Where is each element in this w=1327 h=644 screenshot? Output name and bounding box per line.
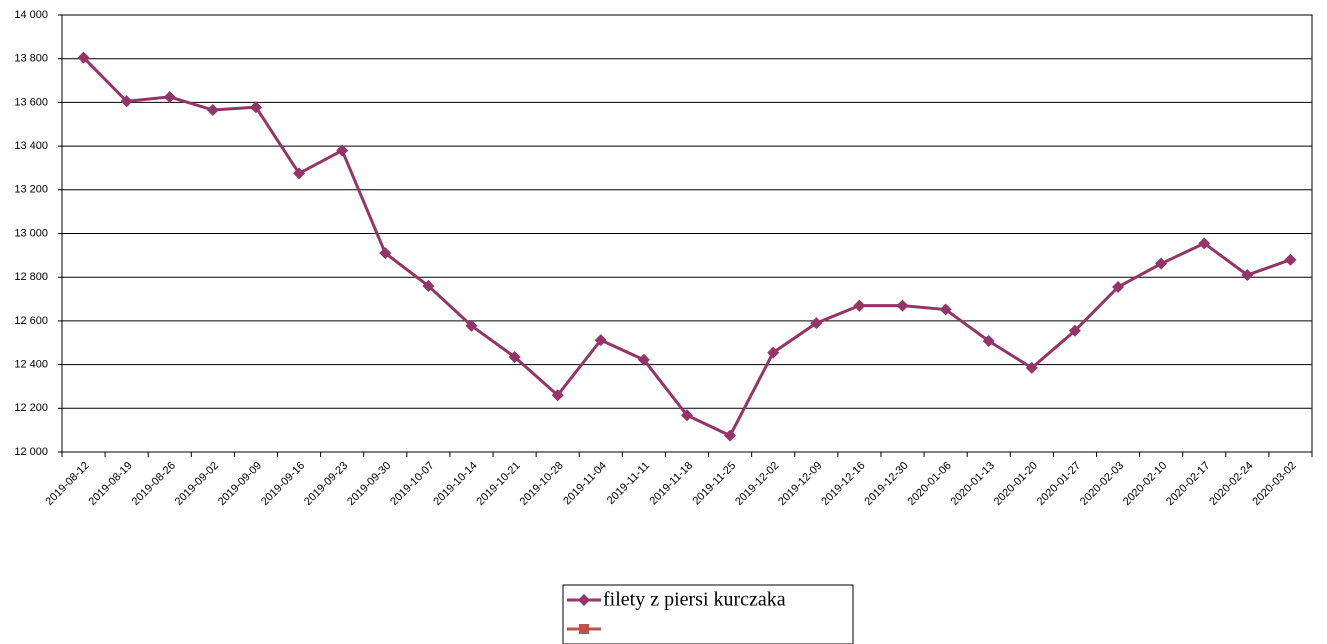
data-point: [1284, 253, 1297, 266]
x-tick-label: 2020-01-27: [1035, 460, 1083, 508]
data-point: [896, 299, 909, 312]
x-tick-label: 2019-08-19: [87, 460, 135, 508]
data-point: [249, 101, 262, 114]
data-point: [1198, 237, 1211, 250]
data-point: [508, 350, 521, 363]
data-point: [982, 335, 995, 348]
legend-marker: [579, 624, 589, 634]
x-tick-label: 2020-02-10: [1121, 460, 1169, 508]
x-tick-label: 2019-10-28: [518, 460, 566, 508]
series-line: [82, 56, 1291, 438]
data-point: [1155, 257, 1168, 270]
x-tick-label: 2019-09-16: [259, 460, 307, 508]
y-tick-label: 12 400: [14, 359, 48, 371]
x-tick-label: 2019-09-09: [216, 460, 264, 508]
legend-marker: [578, 594, 590, 606]
data-point: [163, 90, 176, 103]
y-tick-label: 13 000: [14, 227, 48, 239]
data-point: [465, 319, 478, 332]
data-point: [77, 51, 90, 64]
x-tick-label: 2019-09-02: [173, 460, 221, 508]
x-tick-label: 2019-12-09: [776, 460, 824, 508]
y-tick-label: 13 400: [14, 140, 48, 152]
x-tick-label: 2019-12-16: [819, 460, 867, 508]
data-point: [810, 317, 823, 330]
y-tick-label: 13 200: [14, 184, 48, 196]
plot-border: [61, 14, 1313, 453]
y-tick-label: 12 800: [14, 271, 48, 283]
x-tick-label: 2019-11-25: [691, 460, 739, 508]
x-tick-label: 2019-09-30: [345, 460, 393, 508]
data-point: [336, 144, 349, 157]
x-tick-label: 2019-08-26: [130, 460, 178, 508]
x-tick-label: 2020-01-06: [906, 460, 954, 508]
data-point: [206, 104, 219, 117]
data-point: [120, 95, 133, 108]
x-tick-label: 2019-10-21: [474, 460, 522, 508]
y-tick-label: 14 000: [14, 9, 48, 21]
x-tick-label: 2020-01-13: [949, 460, 997, 508]
x-tick-label: 2020-03-02: [1250, 460, 1298, 508]
data-point: [379, 247, 392, 260]
data-point: [1025, 361, 1038, 374]
legend-box: [562, 584, 854, 644]
y-tick-label: 12 600: [14, 315, 48, 327]
data-point: [1068, 324, 1081, 337]
y-tick-label: 13 800: [14, 53, 48, 65]
x-tick-label: 2019-12-30: [862, 460, 910, 508]
data-point: [1241, 269, 1254, 282]
data-point: [551, 389, 564, 402]
x-tick-label: 2019-10-14: [431, 460, 479, 508]
data-point: [681, 409, 693, 422]
data-point: [853, 299, 866, 312]
x-tick-label: 2019-11-04: [561, 460, 609, 508]
x-tick-label: 2020-02-17: [1164, 460, 1212, 508]
x-tick-label: 2019-09-23: [302, 460, 350, 508]
x-tick-label: 2019-11-18: [647, 460, 695, 508]
legend-label: filety z piersi kurczaka: [603, 589, 786, 611]
data-point: [939, 303, 952, 316]
x-tick-label: 2020-02-03: [1078, 460, 1126, 508]
data-point: [724, 429, 737, 442]
data-point: [594, 334, 607, 347]
data-point: [422, 279, 435, 292]
x-tick-label: 2019-12-02: [733, 460, 781, 508]
x-tick-label: 2019-10-07: [388, 460, 436, 508]
data-point: [767, 346, 780, 359]
data-point: [293, 167, 306, 180]
data-point: [1112, 281, 1125, 294]
y-tick-label: 13 600: [14, 96, 48, 108]
x-tick-label: 2020-01-20: [992, 460, 1040, 508]
x-tick-label: 2020-02-24: [1207, 460, 1255, 508]
x-tick-label: 2019-11-11: [605, 460, 652, 507]
x-tick-label: 2019-08-12: [43, 460, 91, 508]
y-tick-label: 12 000: [14, 446, 48, 458]
y-tick-label: 12 200: [14, 402, 48, 414]
data-point: [637, 353, 650, 366]
